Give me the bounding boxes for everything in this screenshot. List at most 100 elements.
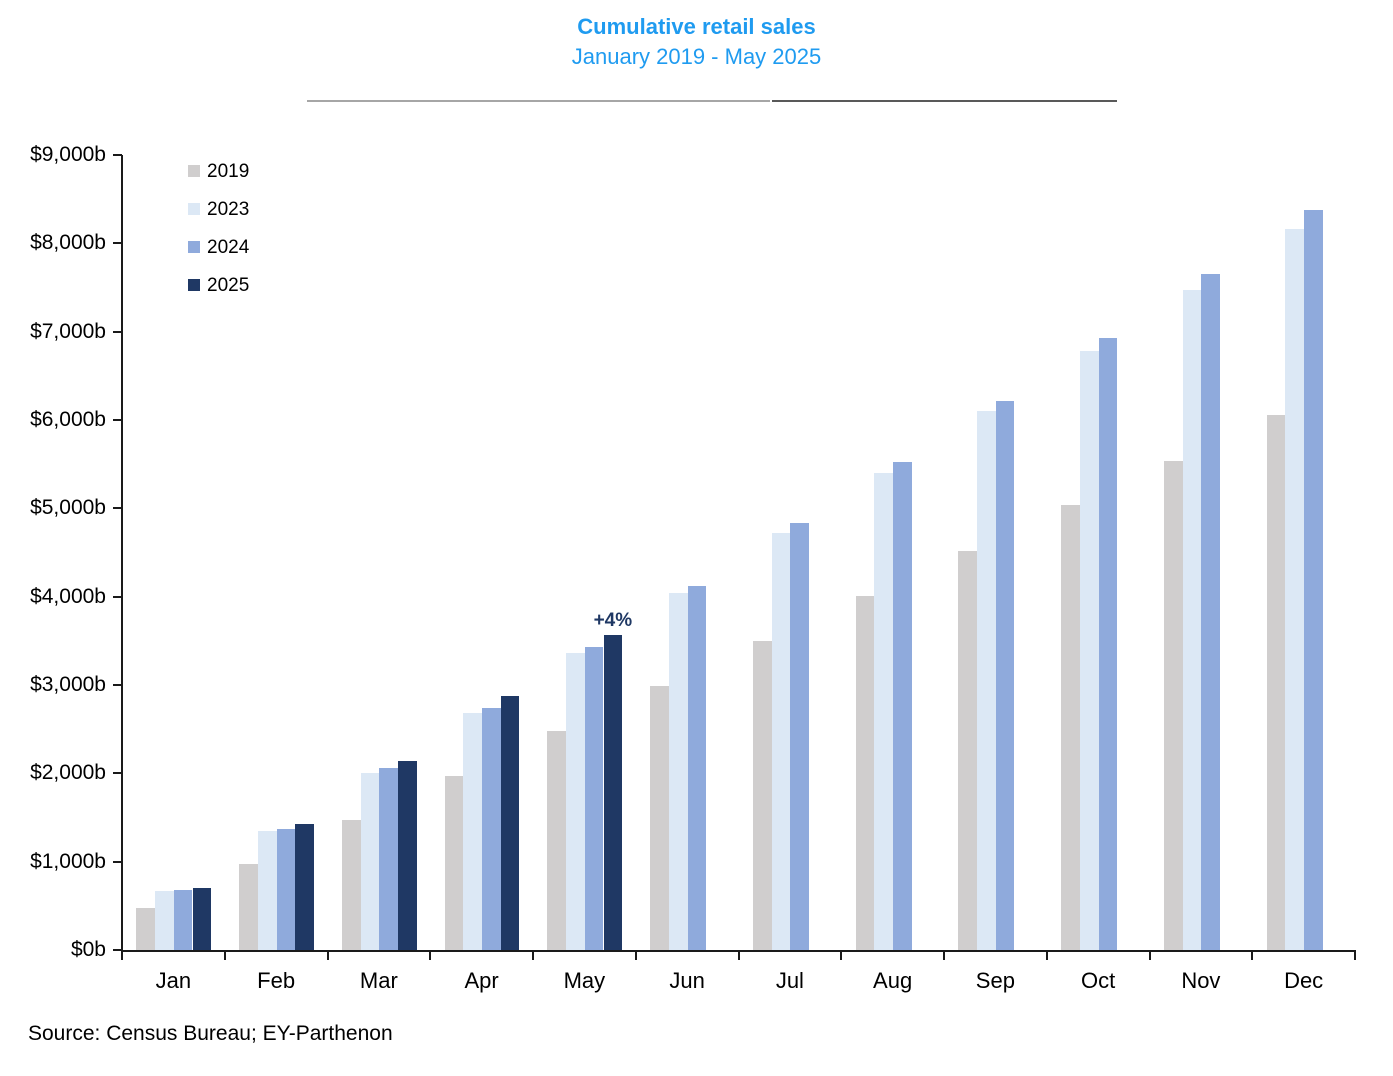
x-axis-label-may: May bbox=[563, 968, 606, 993]
x-axis-tick bbox=[1251, 952, 1254, 960]
x-axis-tick bbox=[429, 952, 432, 960]
bar-2019-nov bbox=[1163, 460, 1183, 950]
bar-2025-feb bbox=[295, 824, 314, 950]
legend-label-2019: 2019 bbox=[207, 160, 250, 182]
bar-2024-jun bbox=[687, 586, 707, 950]
bar-2019-apr bbox=[444, 775, 464, 950]
legend-item-2023: 2023 bbox=[188, 190, 249, 228]
bar-2025-jan bbox=[192, 887, 212, 950]
y-axis-label: $9,000b bbox=[30, 143, 106, 166]
title-divider-left bbox=[307, 100, 770, 102]
bar-2023-may bbox=[566, 653, 585, 950]
bar-2025-apr bbox=[500, 696, 520, 950]
bar-2024-jan bbox=[173, 890, 193, 950]
bar-2024-apr bbox=[482, 708, 501, 950]
bar-2024-nov bbox=[1201, 273, 1220, 950]
legend-label-2024: 2024 bbox=[207, 236, 250, 258]
bar-2024-feb bbox=[276, 828, 296, 950]
x-axis-tick bbox=[1045, 952, 1048, 960]
bar-2025-mar bbox=[398, 760, 417, 950]
legend-label-2023: 2023 bbox=[207, 198, 250, 220]
y-axis-tick bbox=[113, 419, 122, 421]
x-axis-tick bbox=[223, 952, 226, 960]
y-axis-label: $4,000b bbox=[30, 584, 106, 608]
bar-2023-apr bbox=[463, 712, 483, 950]
chart-title: Cumulative retail sales bbox=[577, 14, 816, 39]
y-axis-tick bbox=[113, 242, 122, 245]
y-axis-tick bbox=[113, 860, 122, 863]
x-axis-label-apr: Apr bbox=[464, 968, 499, 993]
chart-subtitle: January 2019 - May 2025 bbox=[571, 44, 822, 69]
bar-2024-oct bbox=[1098, 337, 1118, 950]
y-axis-tick bbox=[113, 595, 122, 598]
x-axis-label-mar: Mar bbox=[359, 968, 398, 993]
x-axis-tick bbox=[1148, 952, 1151, 960]
y-axis-line bbox=[121, 155, 123, 951]
y-axis-tick bbox=[113, 949, 122, 951]
x-axis-tick bbox=[1354, 952, 1356, 960]
bar-2019-oct bbox=[1061, 505, 1080, 950]
legend-swatch-2025 bbox=[188, 279, 200, 291]
bar-2019-aug bbox=[855, 595, 875, 950]
x-axis-tick bbox=[840, 952, 843, 960]
y-axis-label: $1,000b bbox=[30, 849, 106, 873]
y-axis-label: $6,000b bbox=[30, 408, 106, 431]
x-axis-line bbox=[121, 950, 1356, 952]
x-axis-tick bbox=[121, 952, 123, 960]
x-axis-label-jun: Jun bbox=[669, 968, 705, 993]
x-axis-label-oct: Oct bbox=[1081, 968, 1116, 993]
y-axis-tick bbox=[113, 154, 122, 156]
x-axis-tick bbox=[943, 952, 945, 960]
x-axis-label-jan: Jan bbox=[155, 968, 192, 993]
growth-annotation: +4% bbox=[593, 610, 633, 632]
y-axis-label: $5,000b bbox=[30, 496, 106, 520]
x-axis-label-jul: Jul bbox=[775, 968, 804, 993]
x-axis-tick bbox=[737, 952, 740, 960]
bar-2023-oct bbox=[1079, 351, 1099, 950]
bar-2023-jul bbox=[771, 533, 791, 950]
bar-2019-jan bbox=[136, 907, 156, 950]
bar-2019-may bbox=[547, 730, 567, 950]
title-divider-right bbox=[772, 100, 1117, 102]
bar-2024-dec bbox=[1304, 210, 1323, 950]
bar-2019-sep bbox=[958, 550, 978, 950]
y-axis-tick bbox=[113, 507, 122, 510]
x-axis-tick bbox=[634, 952, 637, 960]
y-axis-tick bbox=[113, 330, 122, 333]
y-axis-tick bbox=[113, 684, 122, 686]
bar-2019-mar bbox=[341, 820, 361, 950]
y-axis-label: $7,000b bbox=[30, 319, 106, 343]
bar-2024-jul bbox=[790, 523, 809, 950]
bar-2023-aug bbox=[874, 473, 894, 950]
legend: 2019 2023 2024 2025 bbox=[188, 152, 249, 304]
bar-2023-nov bbox=[1182, 290, 1202, 950]
x-axis-tick bbox=[326, 952, 329, 960]
legend-swatch-2024 bbox=[188, 241, 200, 253]
bar-2025-may bbox=[603, 635, 623, 950]
legend-swatch-2023 bbox=[188, 203, 200, 215]
bar-2024-mar bbox=[379, 768, 398, 950]
bar-2023-mar bbox=[360, 772, 380, 950]
bar-2024-aug bbox=[893, 462, 912, 950]
y-axis-label: $8,000b bbox=[30, 231, 106, 255]
legend-label-2025: 2025 bbox=[207, 274, 250, 296]
y-axis-label: $0b bbox=[70, 938, 106, 961]
bar-2024-sep bbox=[995, 400, 1015, 950]
bar-2023-feb bbox=[257, 830, 277, 950]
bar-2019-dec bbox=[1266, 414, 1286, 950]
y-axis-label: $2,000b bbox=[30, 761, 106, 785]
x-axis-tick bbox=[532, 952, 534, 960]
legend-item-2025: 2025 bbox=[188, 266, 249, 304]
bar-2023-sep bbox=[977, 411, 996, 950]
bar-2023-jan bbox=[155, 890, 174, 950]
legend-item-2019: 2019 bbox=[188, 152, 249, 190]
x-axis-label-feb: Feb bbox=[257, 968, 296, 993]
legend-item-2024: 2024 bbox=[188, 228, 249, 266]
x-axis-label-nov: Nov bbox=[1181, 968, 1221, 993]
x-axis-label-dec: Dec bbox=[1284, 968, 1324, 993]
bar-2023-dec bbox=[1285, 229, 1305, 950]
bar-2019-jul bbox=[752, 640, 772, 950]
x-axis-label-sep: Sep bbox=[975, 968, 1015, 993]
bar-2019-jun bbox=[650, 685, 669, 950]
